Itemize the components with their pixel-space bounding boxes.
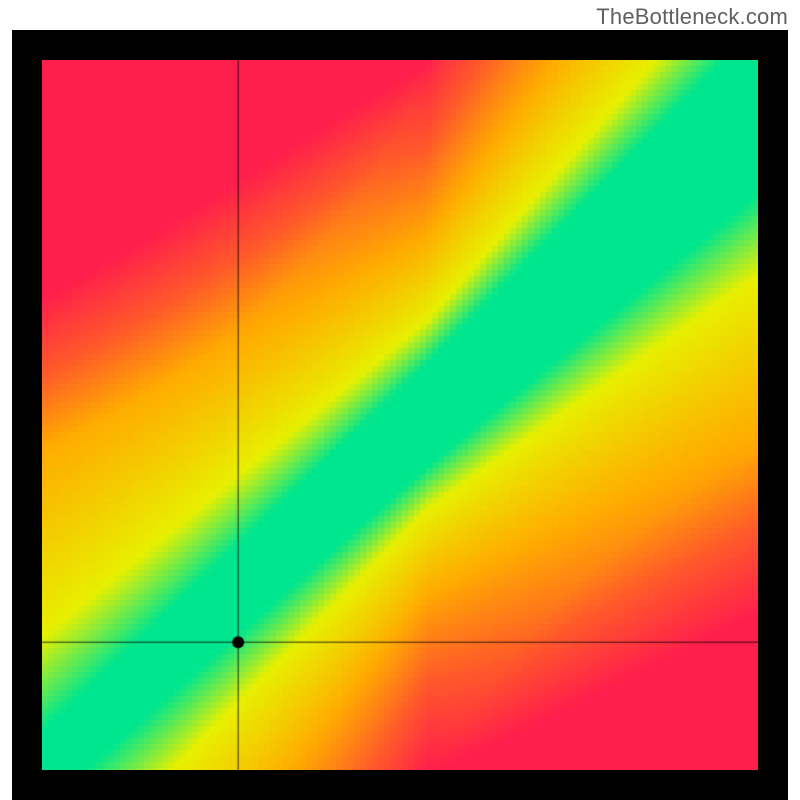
chart-frame: [12, 30, 788, 800]
watermark-text: TheBottleneck.com: [596, 4, 788, 30]
bottleneck-heatmap: [42, 60, 758, 770]
